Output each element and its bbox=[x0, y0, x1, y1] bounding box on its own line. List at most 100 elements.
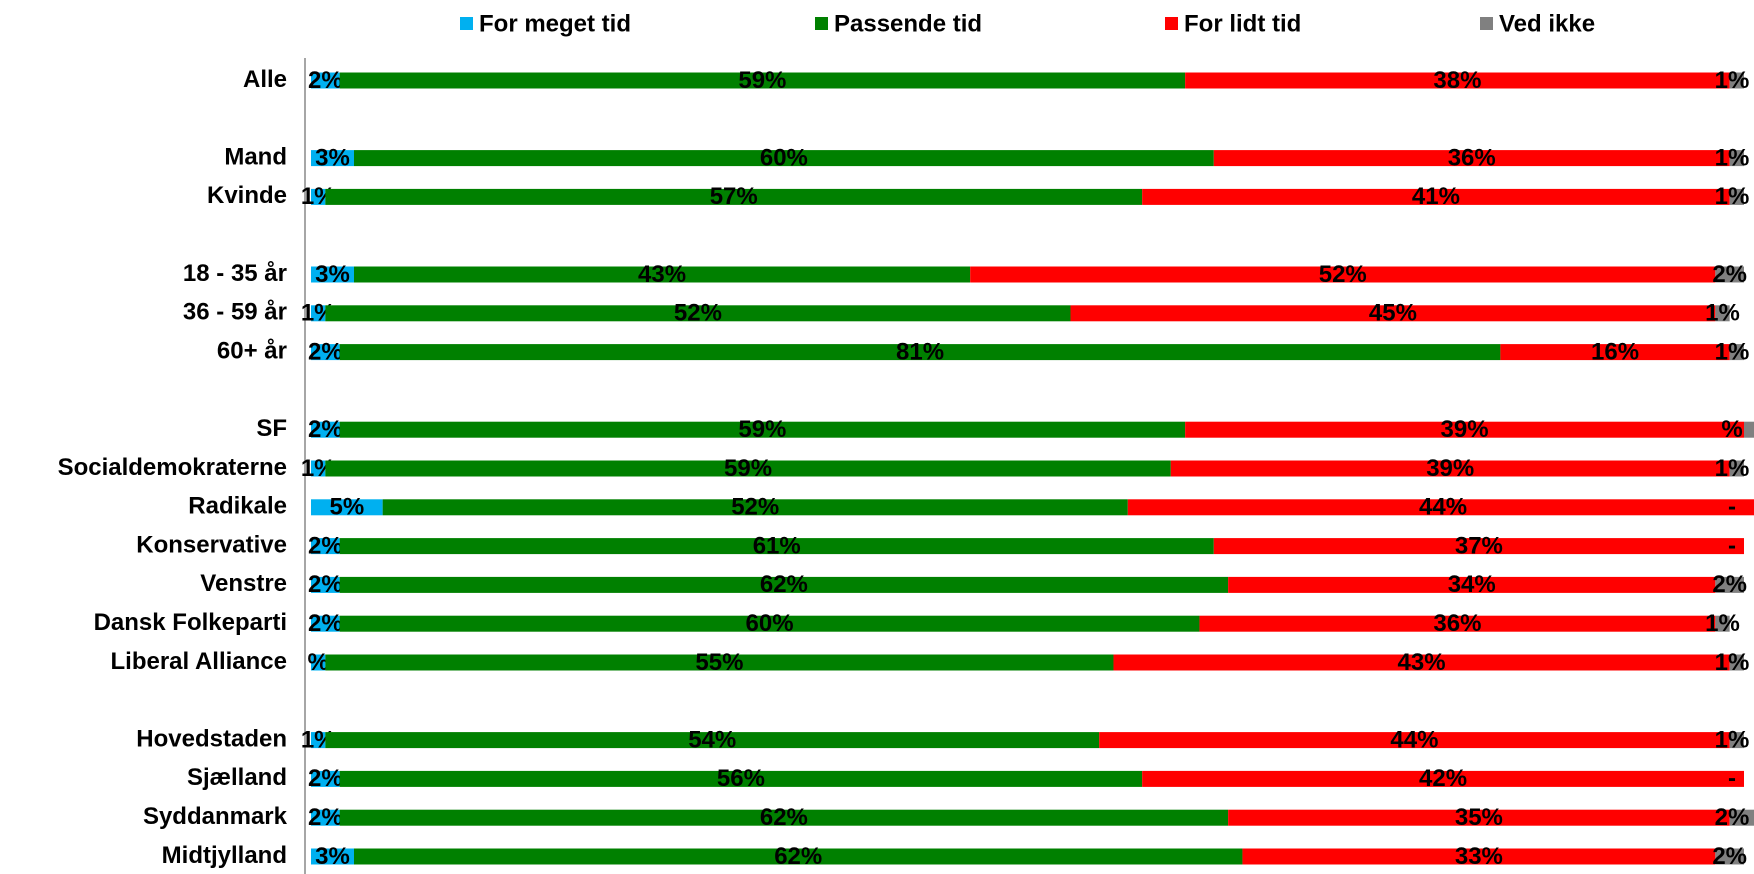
y-tick-label: Midtjylland bbox=[162, 842, 287, 869]
data-label: 60% bbox=[760, 144, 808, 171]
bar-segment bbox=[1715, 615, 1730, 632]
bar-segment bbox=[970, 266, 1716, 283]
y-tick-label: Liberal Alliance bbox=[110, 648, 287, 675]
y-tick-label: Syddanmark bbox=[143, 803, 288, 830]
data-label: 44% bbox=[1390, 726, 1438, 753]
y-tick-label: Sjælland bbox=[187, 764, 287, 791]
bar-segment bbox=[311, 654, 326, 671]
data-label: 2% bbox=[1715, 804, 1750, 831]
bar-segment bbox=[311, 576, 340, 593]
data-label: 1% bbox=[1715, 455, 1750, 482]
data-label: 2% bbox=[308, 804, 343, 831]
bar-segment bbox=[339, 538, 1214, 555]
data-label: - bbox=[1728, 765, 1736, 792]
bar-segment bbox=[325, 305, 1071, 322]
bar-segment bbox=[1142, 188, 1730, 205]
y-tick-label: Alle bbox=[243, 66, 287, 93]
bar-segment bbox=[339, 421, 1186, 438]
data-label: 2% bbox=[308, 765, 343, 792]
data-label: 2% bbox=[308, 416, 343, 443]
bar-segment bbox=[1242, 848, 1716, 865]
bar-segment bbox=[311, 848, 354, 865]
data-label: 60% bbox=[746, 610, 794, 637]
y-tick-label: Dansk Folkeparti bbox=[94, 609, 287, 636]
data-label: 42% bbox=[1419, 765, 1467, 792]
legend-label: For lidt tid bbox=[1184, 10, 1301, 37]
data-label: 62% bbox=[774, 843, 822, 870]
bar-segment bbox=[1729, 654, 1744, 671]
data-label: 54% bbox=[688, 726, 736, 753]
legend-swatch bbox=[815, 17, 828, 30]
bar-segment bbox=[382, 499, 1128, 516]
bar-segment bbox=[311, 72, 340, 89]
bar-segment bbox=[311, 188, 326, 205]
bar-segment bbox=[325, 460, 1171, 477]
data-label: 59% bbox=[738, 416, 786, 443]
y-tick-label: Konservative bbox=[136, 531, 287, 558]
legend-label: For meget tid bbox=[479, 10, 631, 37]
data-label: 62% bbox=[760, 571, 808, 598]
bar-segment bbox=[1729, 809, 1754, 826]
bar-segment bbox=[1729, 732, 1744, 749]
bar-segment bbox=[325, 654, 1114, 671]
bar-segment bbox=[339, 615, 1200, 632]
data-label: - bbox=[1728, 532, 1736, 559]
data-label: 3% bbox=[315, 144, 350, 171]
bar-segment bbox=[1715, 576, 1744, 593]
data-label: 1% bbox=[1715, 144, 1750, 171]
data-label: 43% bbox=[1398, 649, 1446, 676]
data-label: 3% bbox=[315, 261, 350, 288]
data-label: 2% bbox=[308, 67, 343, 94]
data-label: 2% bbox=[1712, 261, 1747, 288]
bar-segment bbox=[353, 150, 1214, 167]
bar-segment bbox=[1729, 460, 1744, 477]
data-label: 34% bbox=[1448, 571, 1496, 598]
data-label: 61% bbox=[753, 532, 801, 559]
data-label: 16% bbox=[1591, 338, 1639, 365]
legend-label: Passende tid bbox=[834, 10, 982, 37]
data-label: 1% bbox=[1705, 610, 1740, 637]
y-tick-label: 60+ år bbox=[217, 337, 287, 364]
legend-swatch bbox=[1165, 17, 1178, 30]
data-label: 35% bbox=[1455, 804, 1503, 831]
data-label: 2% bbox=[1712, 843, 1747, 870]
bar-segment bbox=[1099, 732, 1730, 749]
data-label: 1% bbox=[1715, 67, 1750, 94]
y-tick-label: Radikale bbox=[188, 493, 287, 520]
legend-swatch bbox=[460, 17, 473, 30]
bar-segment bbox=[1715, 305, 1730, 322]
bar-segment bbox=[325, 732, 1100, 749]
bar-segment bbox=[1185, 72, 1730, 89]
bar-segment bbox=[311, 305, 326, 322]
data-label: 43% bbox=[638, 261, 686, 288]
data-label: 44% bbox=[1419, 494, 1467, 521]
bar-segment bbox=[311, 732, 326, 749]
bar-segment bbox=[1715, 848, 1744, 865]
bar-segment bbox=[1213, 538, 1744, 555]
bar-segment bbox=[311, 460, 326, 477]
bar-segment bbox=[1170, 460, 1730, 477]
legend-label: Ved ikke bbox=[1499, 10, 1595, 37]
data-label: - bbox=[1728, 494, 1736, 521]
y-tick-label: Kvinde bbox=[207, 182, 287, 209]
y-tick-label: 36 - 59 år bbox=[183, 299, 287, 326]
data-label: 36% bbox=[1448, 144, 1496, 171]
y-tick-label: Hovedstaden bbox=[136, 725, 287, 752]
data-label: 36% bbox=[1433, 610, 1481, 637]
data-label: 1% bbox=[1715, 649, 1750, 676]
bar-segment bbox=[311, 499, 383, 516]
bar-segment bbox=[1729, 150, 1744, 167]
bar-segment bbox=[1500, 344, 1730, 361]
bar-segment bbox=[1213, 150, 1730, 167]
bar-segment bbox=[311, 538, 340, 555]
data-label: 59% bbox=[724, 455, 772, 482]
bar-segment bbox=[1127, 499, 1754, 516]
data-label: 39% bbox=[1426, 455, 1474, 482]
data-label: 41% bbox=[1412, 183, 1460, 210]
data-label: % bbox=[307, 649, 328, 676]
bar-segment bbox=[1070, 305, 1716, 322]
data-label: 57% bbox=[710, 183, 758, 210]
data-label: 52% bbox=[731, 494, 779, 521]
bar-segment bbox=[1113, 654, 1730, 671]
data-label: 59% bbox=[738, 67, 786, 94]
